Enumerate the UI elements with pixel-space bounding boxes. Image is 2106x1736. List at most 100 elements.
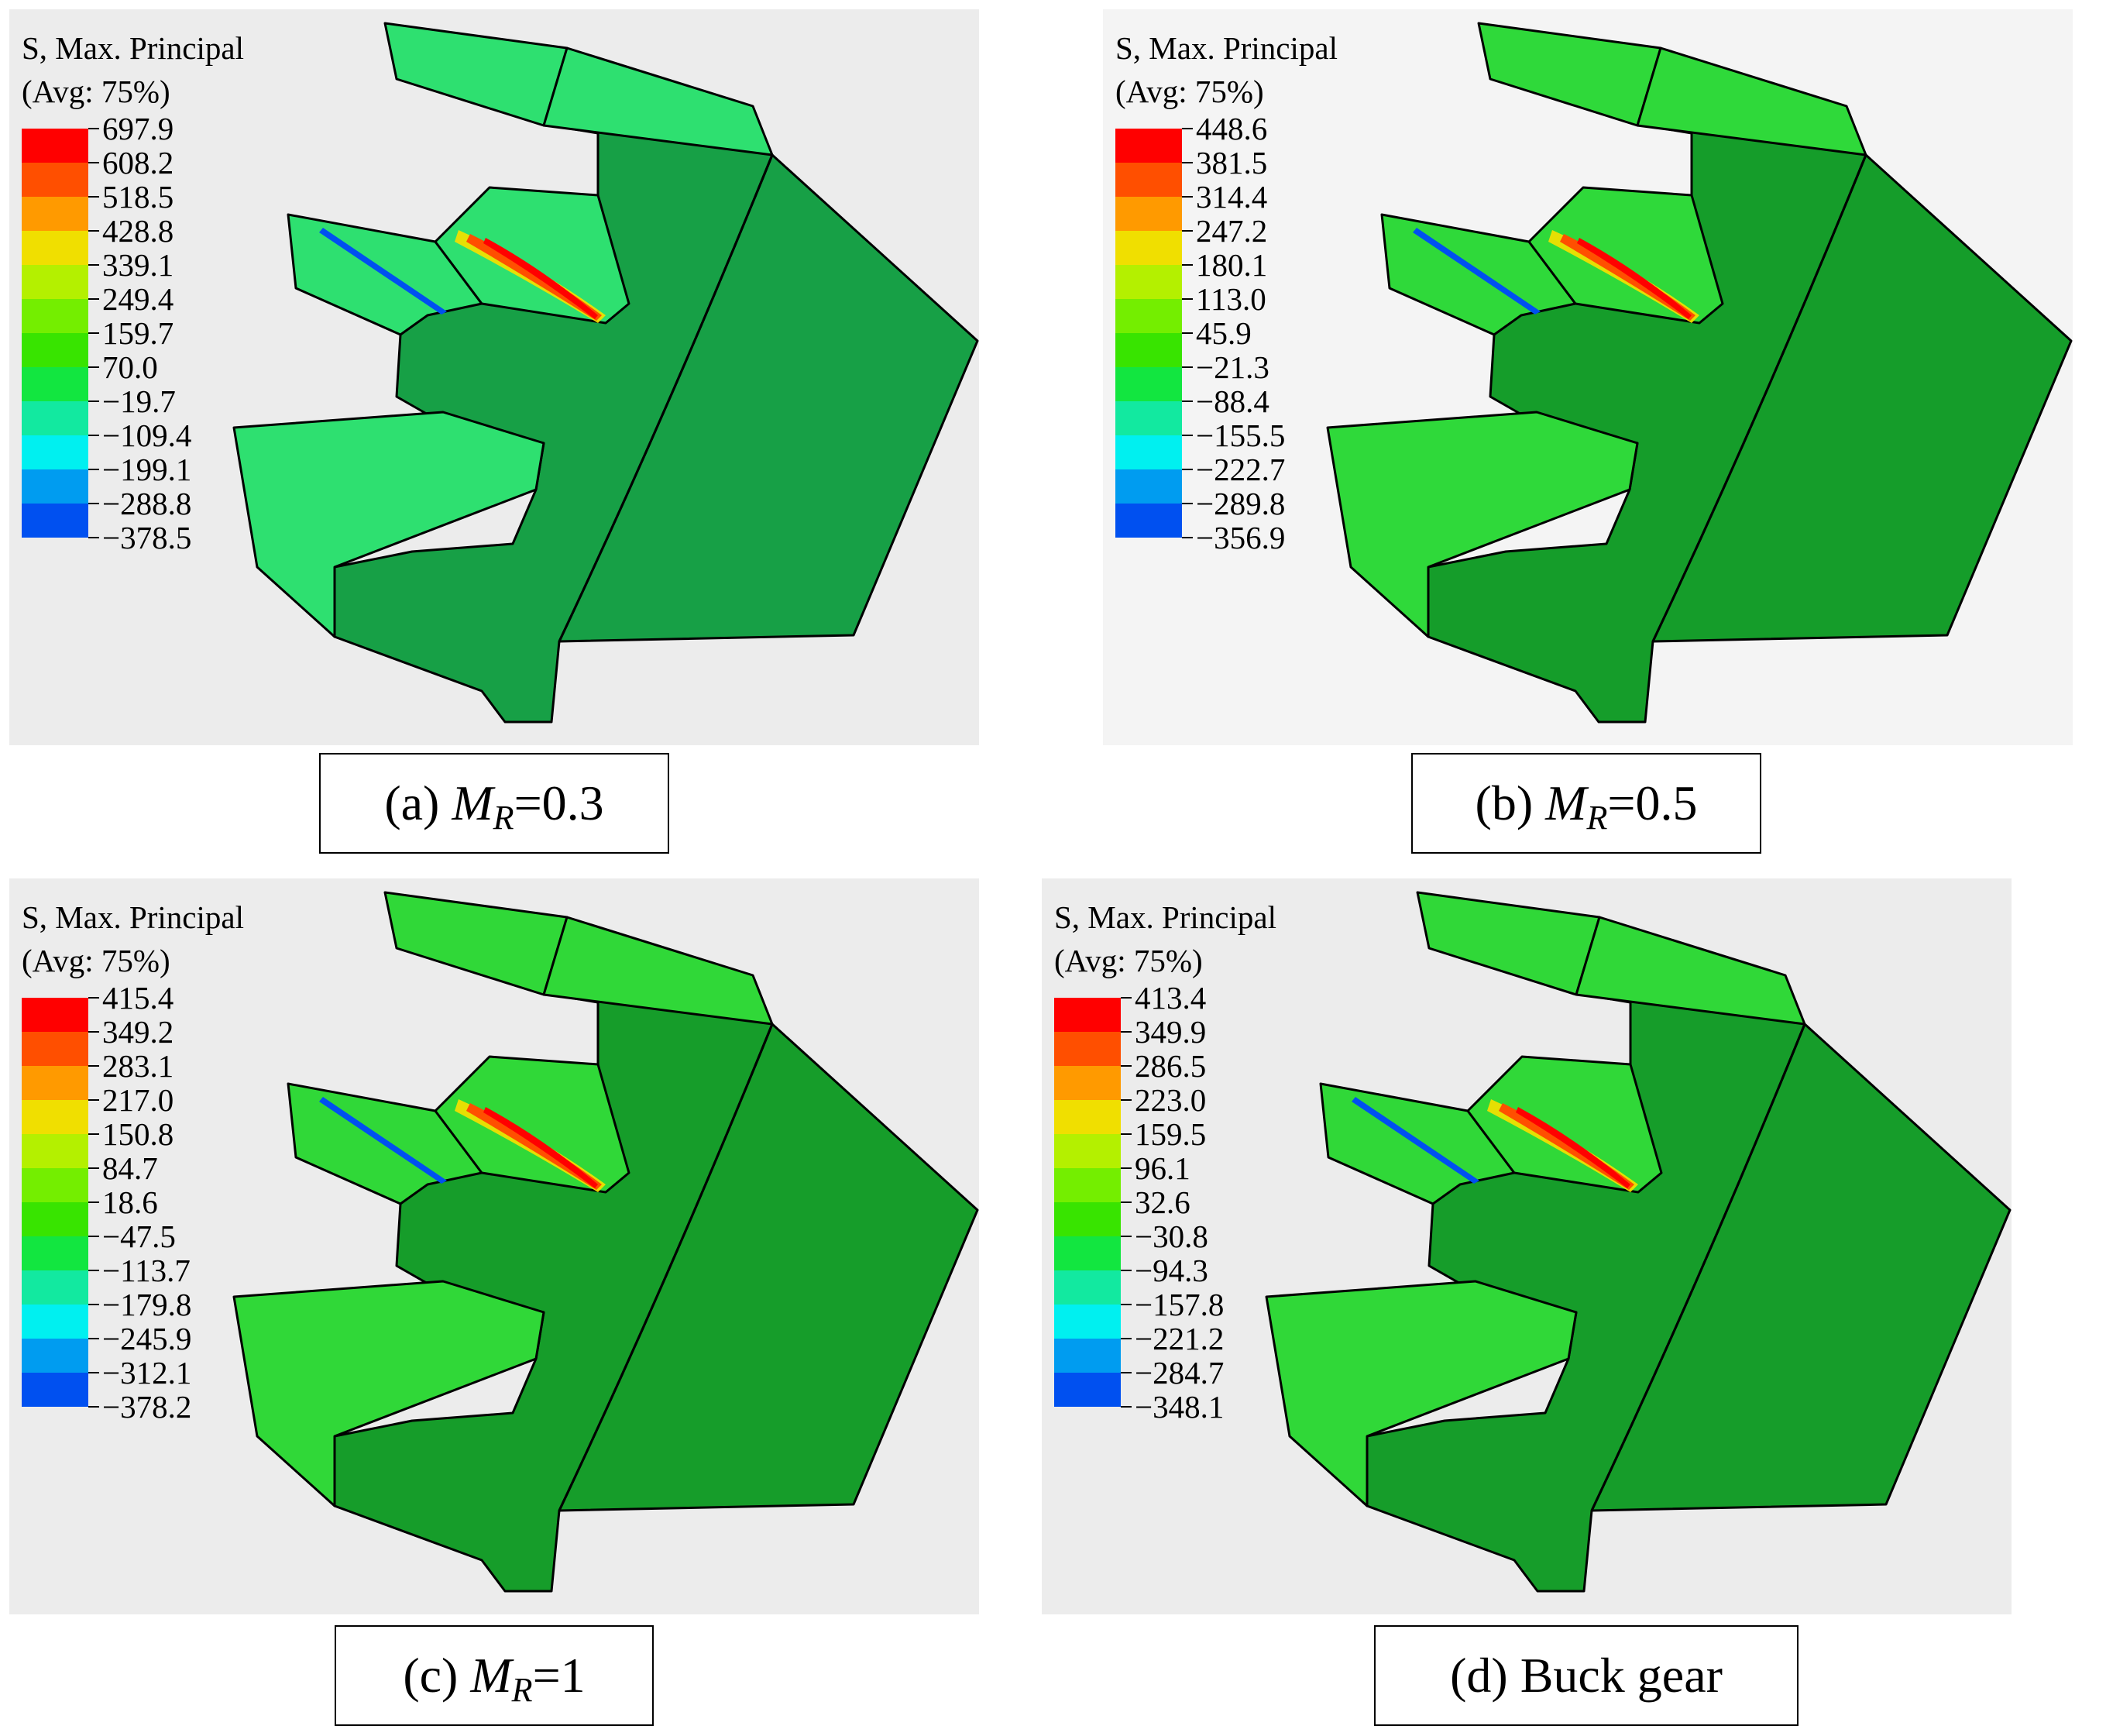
legend-swatch [1115, 367, 1182, 401]
legend-tick-label: −378.5 [102, 520, 192, 555]
legend-swatch [1115, 197, 1182, 231]
gear-tooth-top-flank [1636, 46, 1867, 156]
legend-tick-label: 180.1 [1196, 247, 1268, 283]
legend-tick-label: 150.8 [102, 1116, 174, 1152]
legend-swatch [1115, 299, 1182, 333]
color-legend: S, Max. Principal (Avg: 75%) 448.6 381.5 314… [1115, 26, 1338, 555]
legend-swatch [1115, 163, 1182, 197]
legend-swatch [22, 1134, 88, 1168]
legend-swatch [1054, 1134, 1121, 1168]
gear-tooth-bottom [1265, 1280, 1578, 1507]
legend-subtitle: (Avg: 75%) [22, 74, 170, 109]
legend-tick [88, 537, 99, 538]
legend-tick [88, 264, 99, 266]
legend-tick-label: 286.5 [1135, 1048, 1207, 1084]
legend-tick-label: 415.4 [102, 980, 174, 1016]
legend-tick-label: −221.2 [1135, 1321, 1225, 1356]
legend-swatch [22, 1305, 88, 1339]
legend-tick [1121, 1372, 1132, 1373]
gear-contour-plot [1042, 878, 2012, 1614]
legend-tick-label: 283.1 [102, 1048, 174, 1084]
color-legend: S, Max. Principal (Avg: 75%) 697.9 608.2 518… [22, 26, 244, 555]
legend-swatch [1054, 1202, 1121, 1236]
legend-swatch [22, 163, 88, 197]
legend-tick [88, 298, 99, 300]
legend-tick-label: 84.7 [102, 1150, 158, 1186]
gear-contour-plot [9, 9, 979, 745]
legend-swatch [1115, 333, 1182, 367]
legend-swatch [22, 129, 88, 163]
stress-band-red [483, 1107, 598, 1188]
legend-tick-label: −288.8 [102, 486, 192, 521]
legend-tick [1121, 1099, 1132, 1101]
legend-tick-label: −88.4 [1196, 383, 1269, 419]
legend-swatch [1115, 129, 1182, 163]
rim-arc [558, 154, 774, 642]
legend-tick-label: −245.9 [102, 1321, 192, 1356]
legend-tick [88, 196, 99, 198]
gear-tooth-middle-flank [1527, 186, 1724, 325]
legend-tick-label: 159.5 [1135, 1116, 1207, 1152]
legend-swatch [22, 367, 88, 401]
gear-tooth-top-flank [542, 46, 774, 156]
legend-tick [88, 1133, 99, 1135]
legend-tick [1121, 1338, 1132, 1339]
gear-tooth-bottom [232, 411, 545, 638]
legend-tick [88, 1406, 99, 1408]
legend-swatch [22, 1339, 88, 1373]
legend-tick-label: −47.5 [102, 1219, 176, 1254]
caption-a: (a) MR=0.3 [319, 753, 669, 854]
legend-tick-label: −19.7 [102, 383, 176, 419]
legend-tick-label: 249.4 [102, 281, 174, 317]
color-legend: S, Max. Principal (Avg: 75%) 413.4 349.9 286… [1054, 896, 1276, 1424]
legend-tick [1182, 400, 1193, 402]
legend-tick-label: −348.1 [1135, 1389, 1225, 1425]
legend-tick-label: 96.1 [1135, 1150, 1190, 1186]
legend-subtitle: (Avg: 75%) [1054, 943, 1203, 978]
legend-swatch [22, 1168, 88, 1202]
legend-swatch [1054, 1100, 1121, 1134]
legend-swatch [22, 333, 88, 367]
legend-tick-label: 314.4 [1196, 179, 1268, 215]
legend-swatch [22, 401, 88, 435]
gear-tooth-middle-flank [434, 1055, 630, 1194]
legend-tick-label: 349.9 [1135, 1014, 1207, 1050]
legend-tick-label: 518.5 [102, 179, 174, 215]
legend-tick [1121, 1304, 1132, 1305]
gear-contour-plot [9, 878, 979, 1614]
legend-tick-label: −222.7 [1196, 452, 1286, 487]
rim-arc [558, 1023, 774, 1511]
legend-tick [1182, 264, 1193, 266]
legend-swatch [22, 265, 88, 299]
legend-tick [88, 1270, 99, 1271]
legend-tick-label: 448.6 [1196, 111, 1268, 146]
legend-tick [88, 332, 99, 334]
legend-swatch [1054, 1032, 1121, 1066]
legend-tick [88, 1304, 99, 1305]
legend-title: S, Max. Principal [1115, 30, 1338, 66]
legend-tick [88, 1201, 99, 1203]
legend-tick [1182, 537, 1193, 538]
legend-tick-label: −284.7 [1135, 1355, 1225, 1391]
legend-tick-label: −157.8 [1135, 1287, 1225, 1322]
legend-tick [88, 435, 99, 436]
stress-band-blue [1413, 228, 1541, 315]
legend-swatch [1115, 401, 1182, 435]
legend-tick [1182, 230, 1193, 232]
stress-band-red [1577, 238, 1692, 319]
legend-swatch [22, 504, 88, 538]
rim-arc [1651, 154, 1867, 642]
color-legend: S, Max. Principal (Avg: 75%) 415.4 349.2 283… [22, 896, 244, 1424]
legend-tick [1121, 1031, 1132, 1033]
legend-tick [88, 1031, 99, 1033]
legend-swatch [22, 1202, 88, 1236]
legend-tick-label: −199.1 [102, 452, 192, 487]
legend-tick [1121, 1270, 1132, 1271]
gear-tooth-top-flank [542, 916, 774, 1026]
legend-tick-label: 70.0 [102, 349, 158, 385]
legend-tick-label: 18.6 [102, 1184, 158, 1220]
legend-tick [88, 400, 99, 402]
legend-tick [1121, 1133, 1132, 1135]
legend-tick-label: 217.0 [102, 1082, 174, 1118]
legend-swatch [22, 1066, 88, 1100]
